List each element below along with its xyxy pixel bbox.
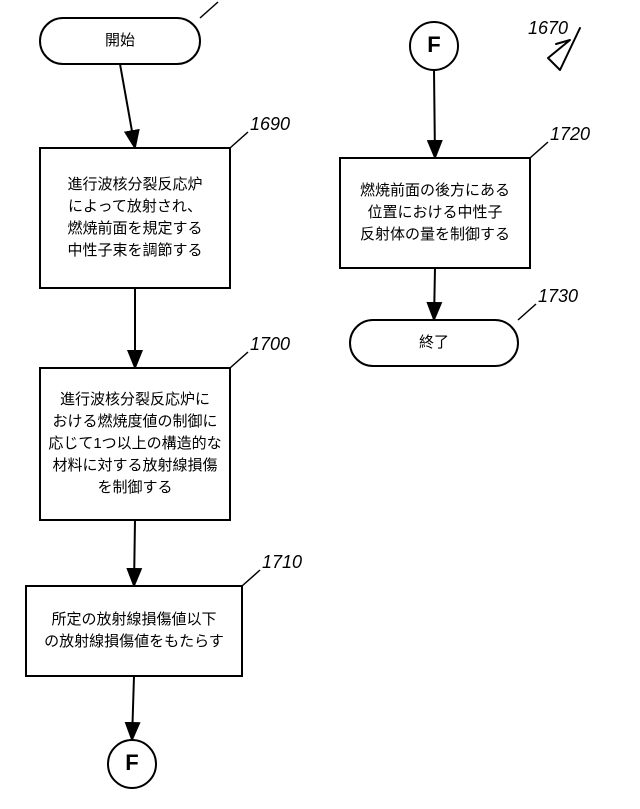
node-end: 終了 1730	[350, 286, 578, 366]
ref-leader	[530, 142, 548, 158]
node-text: の放射線損傷値をもたらす	[44, 633, 224, 650]
figure-ref: 1670	[528, 18, 568, 38]
node-connF1: F	[108, 740, 156, 788]
flow-arrow	[120, 64, 135, 148]
ref-label: 1690	[250, 114, 290, 134]
node-text: 進行波核分裂反応炉に	[60, 391, 210, 408]
node-text: F	[125, 750, 138, 775]
ref-leader	[230, 352, 248, 368]
ref-label: 1710	[262, 552, 302, 572]
node-text: 燃焼前面を規定する	[67, 219, 202, 237]
node-text: 燃焼前面の後方にある	[360, 181, 510, 199]
ref-leader	[242, 570, 260, 586]
node-text: 応じて1つ以上の構造的な	[48, 435, 221, 452]
node-p3: 所定の放射線損傷値以下の放射線損傷値をもたらす 1710	[26, 552, 302, 676]
node-p1: 進行波核分裂反応炉によって放射され、燃焼前面を規定する中性子束を調節する 1690	[40, 114, 290, 288]
node-text: F	[427, 32, 440, 57]
ref-label: 1730	[538, 286, 578, 306]
flow-arrow	[434, 70, 435, 158]
node-text: 所定の放射線損傷値以下	[51, 611, 216, 628]
node-text: 進行波核分裂反応炉	[67, 176, 202, 193]
flow-arrow	[434, 268, 435, 320]
ref-label: 1700	[250, 334, 290, 354]
ref-leader	[518, 304, 536, 320]
ref-label: 1680	[220, 0, 260, 4]
node-text: 終了	[419, 334, 449, 351]
node-text: 開始	[105, 32, 135, 49]
node-start: 開始 1680	[40, 0, 260, 64]
node-connF2: F	[410, 22, 458, 70]
ref-leader	[200, 2, 218, 18]
node-text: 位置における中性子	[367, 204, 502, 221]
node-p4: 燃焼前面の後方にある位置における中性子反射体の量を制御する 1720	[340, 124, 590, 268]
ref-label: 1720	[550, 124, 590, 144]
ref-leader	[230, 132, 248, 148]
node-text: によって放射され、	[68, 198, 202, 215]
flowchart-canvas: 開始 1680 進行波核分裂反応炉によって放射され、燃焼前面を規定する中性子束を調節…	[0, 0, 640, 809]
node-text: 中性子束を調節する	[67, 241, 202, 259]
node-text: 材料に対する放射線損傷	[52, 457, 217, 474]
node-text: おける燃焼度値の制御に	[52, 412, 217, 430]
flow-arrow	[132, 676, 134, 740]
node-p2: 進行波核分裂反応炉における燃焼度値の制御に応じて1つ以上の構造的な材料に対する放…	[40, 334, 290, 520]
node-text: を制御する	[97, 479, 172, 496]
node-text: 反射体の量を制御する	[360, 226, 510, 243]
flow-arrow	[134, 520, 135, 586]
